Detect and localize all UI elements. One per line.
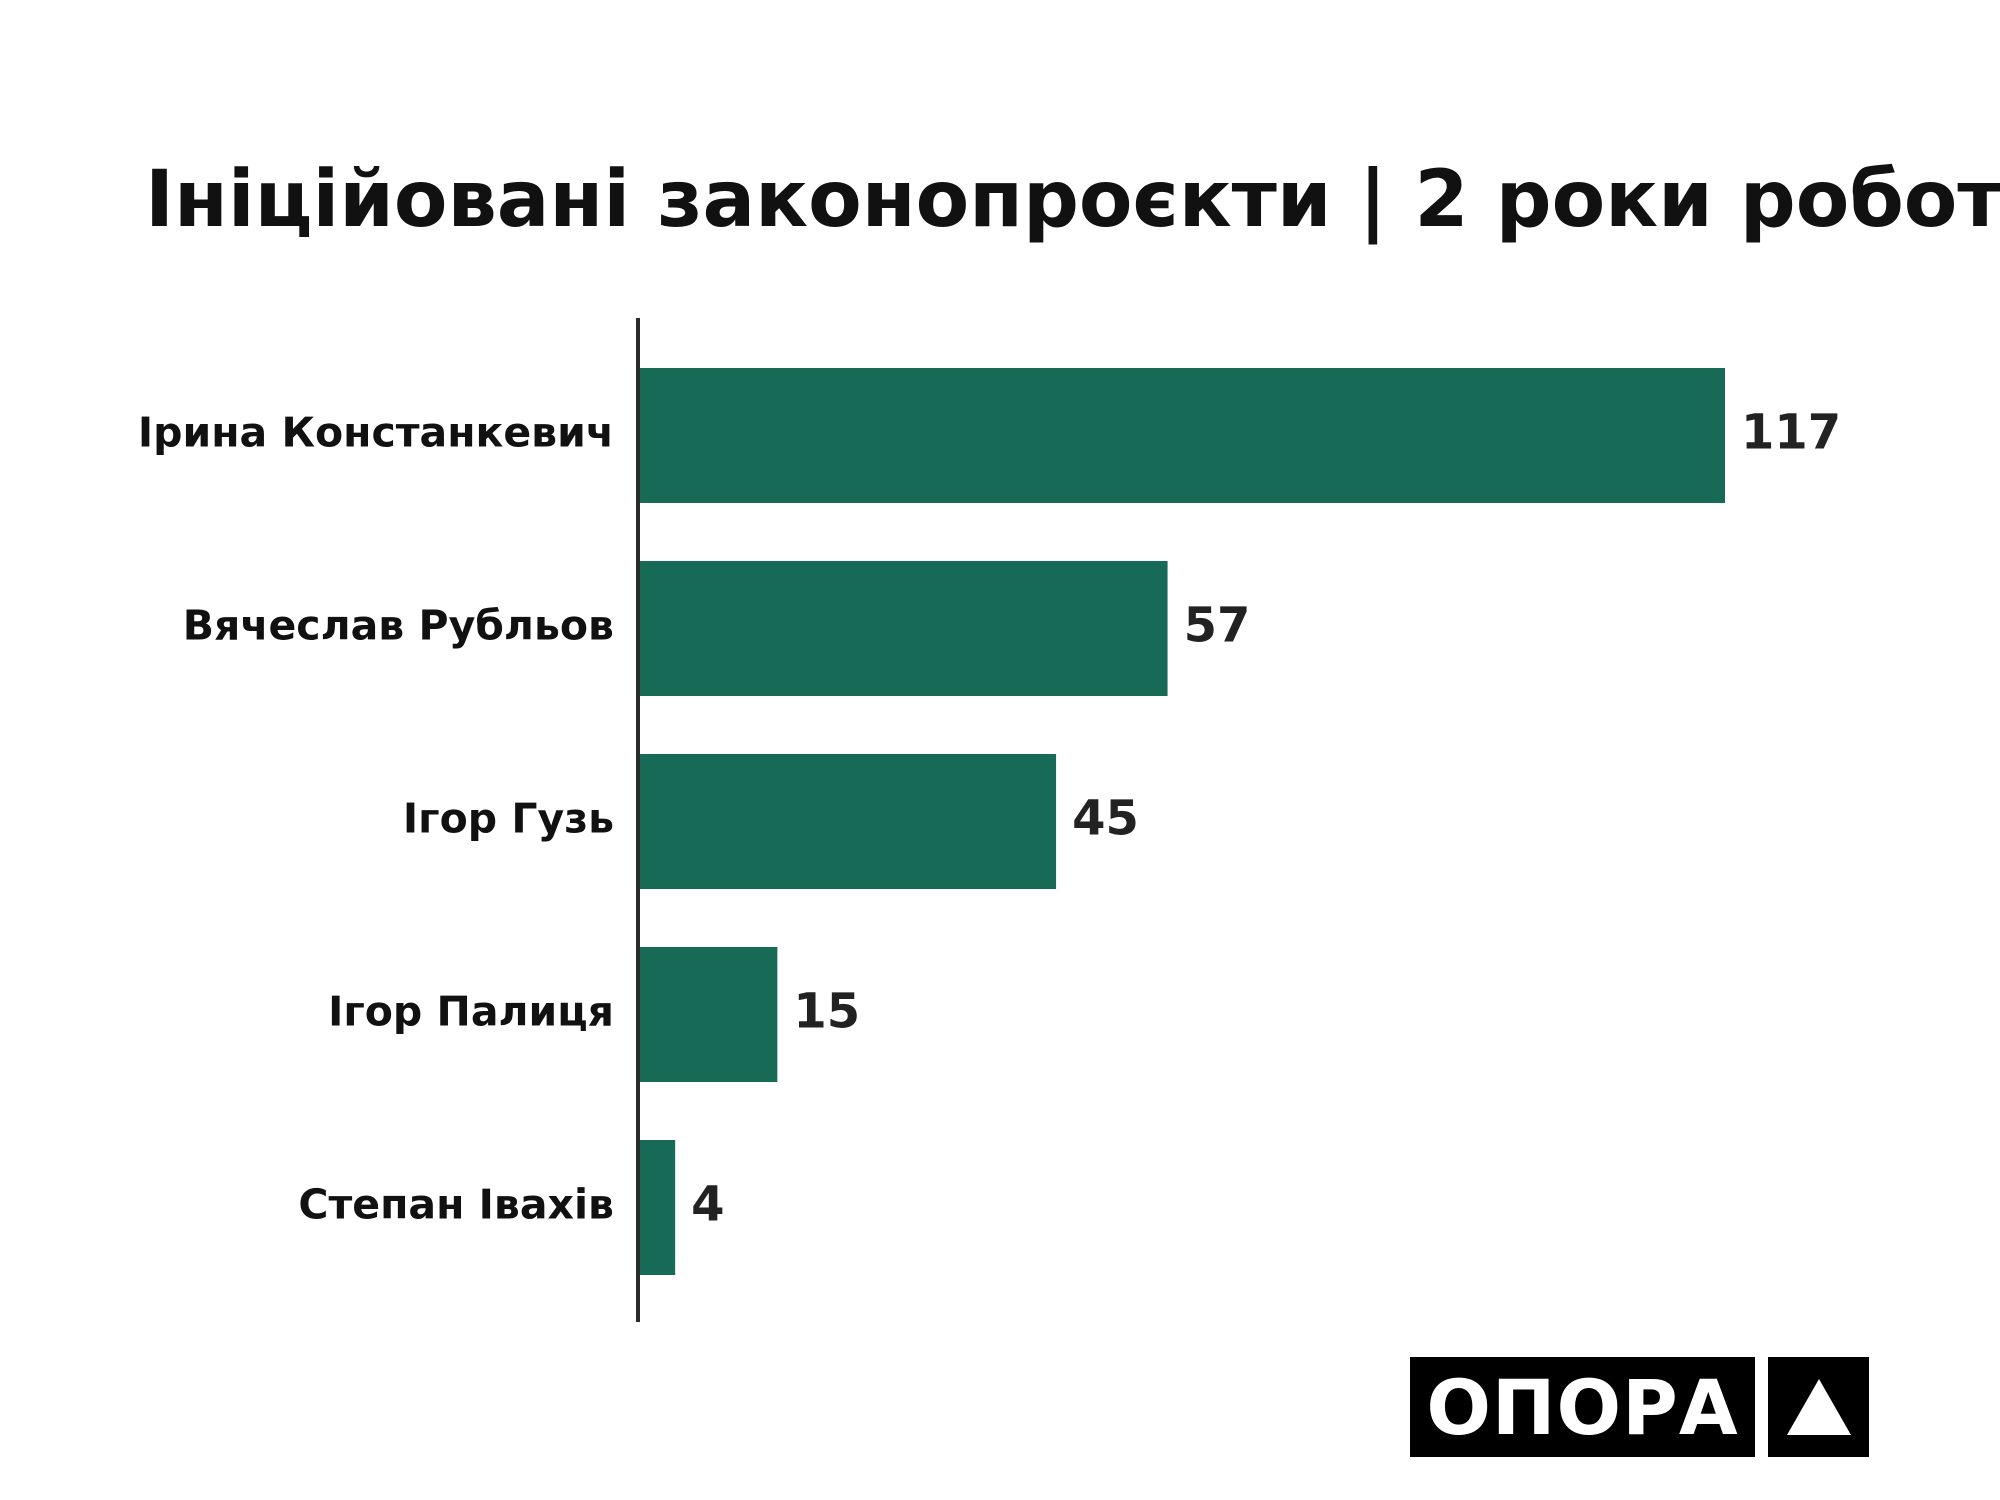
category-label: Ірина Констанкевич bbox=[138, 409, 614, 457]
value-label: 4 bbox=[691, 1177, 724, 1233]
value-label: 57 bbox=[1184, 598, 1251, 654]
chart-title: Ініційовані законопроєкти | 2 роки робот… bbox=[145, 155, 2000, 245]
opora-logo: ОПОРА bbox=[1410, 1357, 1755, 1457]
value-label: 117 bbox=[1741, 405, 1841, 461]
logo-text: ОПОРА bbox=[1426, 1362, 1739, 1452]
category-label: Ігор Палиця bbox=[328, 988, 614, 1036]
bar bbox=[638, 561, 1168, 696]
bar bbox=[638, 754, 1057, 889]
category-label: Вячеслав Рубльов bbox=[183, 602, 614, 650]
value-label: 15 bbox=[793, 984, 860, 1040]
bar bbox=[638, 368, 1725, 503]
category-label: Степан Івахів bbox=[298, 1181, 614, 1229]
bar bbox=[638, 947, 778, 1082]
category-label: Ігор Гузь bbox=[403, 795, 614, 843]
bar bbox=[638, 1140, 676, 1275]
triangle-icon bbox=[1768, 1357, 1869, 1457]
value-label: 45 bbox=[1072, 791, 1139, 847]
